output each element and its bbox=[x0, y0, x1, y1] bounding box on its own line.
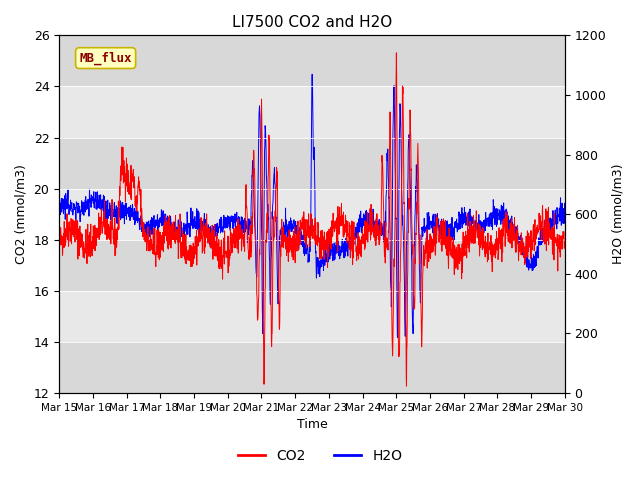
Y-axis label: H2O (mmol/m3): H2O (mmol/m3) bbox=[612, 164, 625, 264]
Bar bbox=[59, 86, 565, 138]
Bar bbox=[59, 291, 565, 342]
Y-axis label: CO2 (mmol/m3): CO2 (mmol/m3) bbox=[15, 164, 28, 264]
Bar bbox=[59, 189, 565, 240]
X-axis label: Time: Time bbox=[296, 419, 328, 432]
Bar bbox=[59, 36, 565, 86]
Text: MB_flux: MB_flux bbox=[79, 51, 132, 65]
Bar bbox=[59, 138, 565, 189]
Legend: CO2, H2O: CO2, H2O bbox=[232, 443, 408, 468]
Bar bbox=[59, 240, 565, 291]
Bar bbox=[59, 342, 565, 393]
Title: LI7500 CO2 and H2O: LI7500 CO2 and H2O bbox=[232, 15, 392, 30]
